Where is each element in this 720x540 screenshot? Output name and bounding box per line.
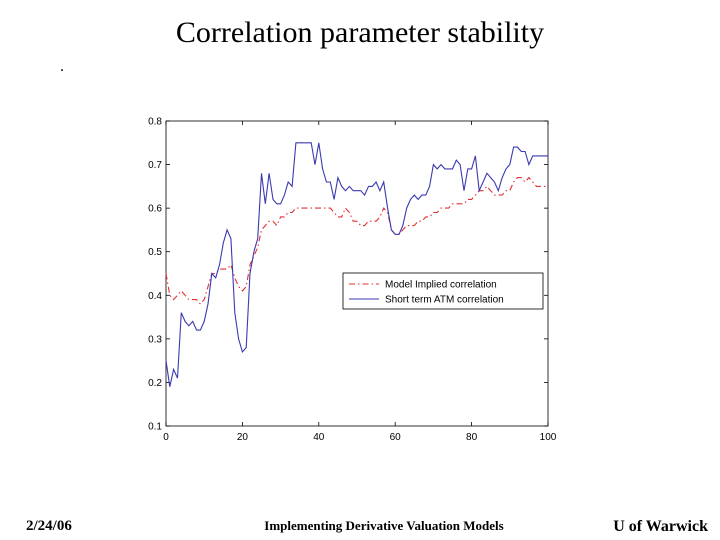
axis-ticks: 0 20 40 60 80 100 0.1 0.2 0.3 0.4 0.5 0.6 0.7 0.8: [148, 117, 557, 444]
x-tick-label: 0: [163, 432, 169, 443]
legend-label: Short term ATM correlation: [385, 295, 504, 306]
footer-institution: U of Warwick: [613, 518, 708, 535]
footer-presentation-title: Implementing Derivative Valuation Models: [264, 518, 504, 533]
y-tick-label: 0.8: [148, 117, 162, 128]
y-tick-label: 0.3: [148, 334, 162, 345]
legend-label: Model Implied correlation: [385, 280, 497, 291]
legend: Model Implied correlation Short term ATM …: [342, 272, 544, 310]
y-tick-label: 0.4: [148, 291, 162, 302]
series-lines: [165, 142, 548, 387]
bullet-dot: .: [60, 58, 64, 75]
footer-date: 2/24/06: [26, 518, 72, 534]
series-line-model-implied: [165, 176, 548, 305]
x-tick-label: 40: [313, 432, 325, 443]
legend-box: [342, 272, 544, 310]
x-tick-label: 80: [466, 432, 478, 443]
correlation-line-chart: 0 20 40 60 80 100 0.1 0.2 0.3 0.4 0.5 0.6 0.7 0.8 Mod…: [148, 117, 557, 444]
series-line-short-term-atm: [165, 142, 548, 387]
y-tick-label: 0.6: [148, 204, 162, 215]
y-tick-label: 0.5: [148, 247, 162, 258]
x-tick-label: 100: [540, 432, 557, 443]
slide-title: Correlation parameter stability: [175, 16, 545, 49]
y-tick-label: 0.2: [148, 378, 162, 389]
x-tick-label: 60: [390, 432, 402, 443]
y-tick-label: 0.7: [148, 160, 162, 171]
x-tick-label: 20: [237, 432, 249, 443]
y-tick-label: 0.1: [148, 422, 162, 433]
